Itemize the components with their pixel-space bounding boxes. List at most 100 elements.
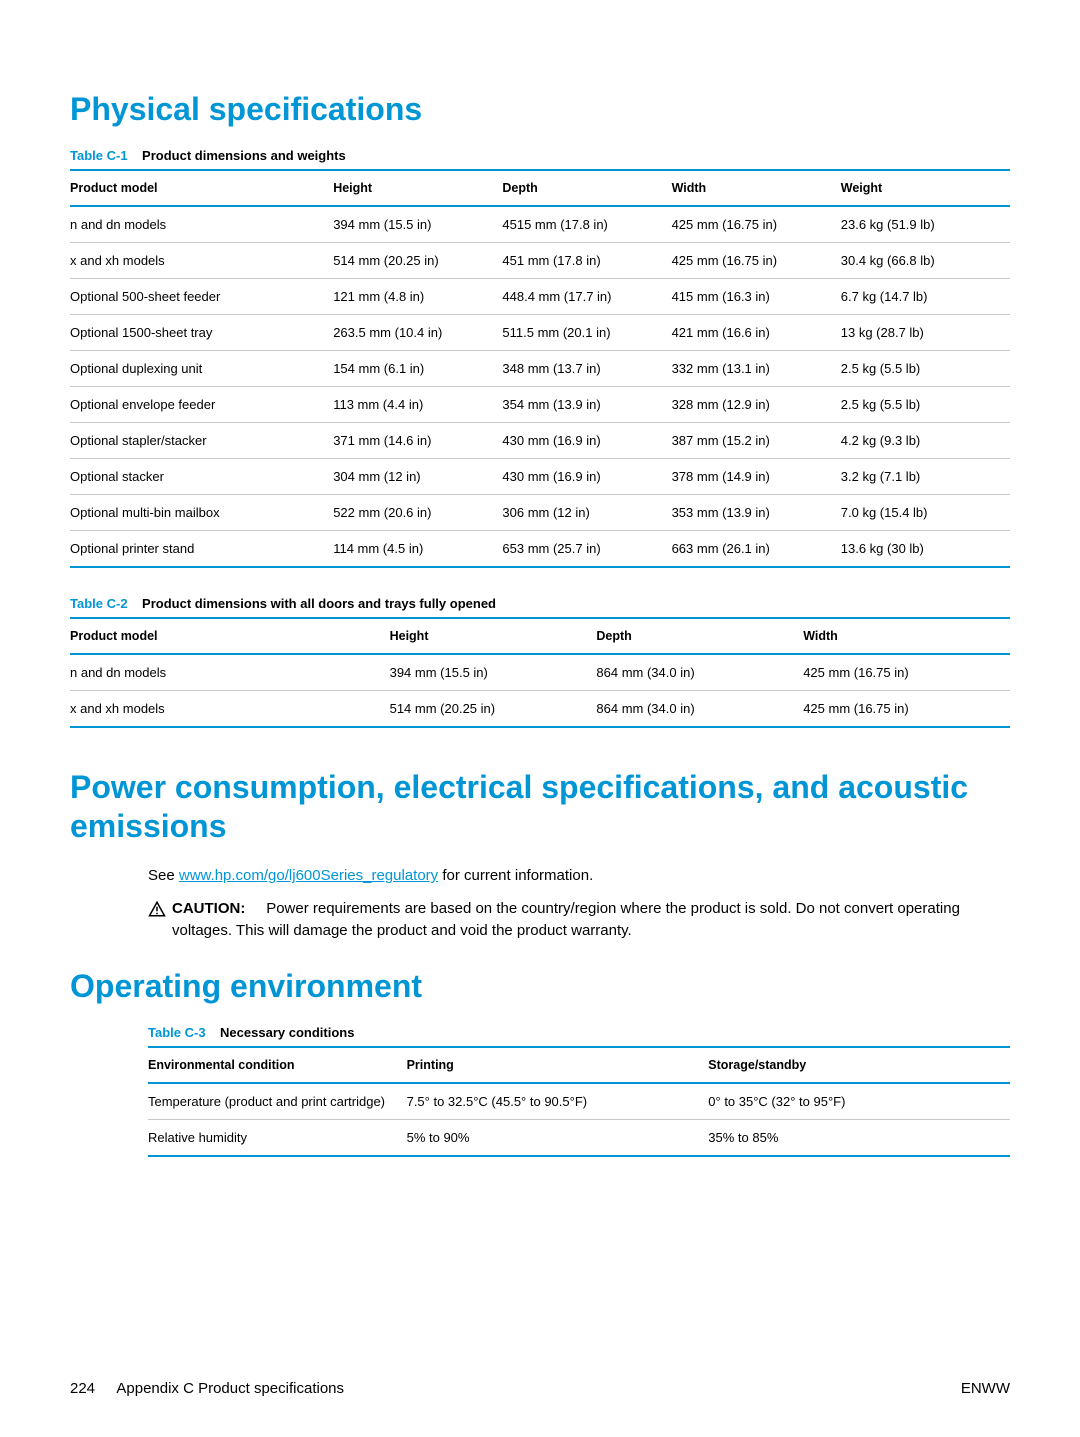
- table-c3-caption-prefix: Table C-3: [148, 1025, 206, 1040]
- table-header-cell: Product model: [70, 170, 333, 206]
- table-cell: 522 mm (20.6 in): [333, 495, 502, 531]
- table-header-cell: Weight: [841, 170, 1010, 206]
- table-cell: x and xh models: [70, 691, 390, 728]
- table-header-cell: Depth: [502, 170, 671, 206]
- table-header-cell: Environmental condition: [148, 1047, 407, 1083]
- table-cell: 154 mm (6.1 in): [333, 351, 502, 387]
- table-row: n and dn models394 mm (15.5 in)4515 mm (…: [70, 206, 1010, 243]
- table-row: Temperature (product and print cartridge…: [148, 1083, 1010, 1120]
- table-header-cell: Storage/standby: [708, 1047, 1010, 1083]
- table-cell: 0° to 35°C (32° to 95°F): [708, 1083, 1010, 1120]
- table-cell: 425 mm (16.75 in): [803, 691, 1010, 728]
- table-cell: 30.4 kg (66.8 lb): [841, 243, 1010, 279]
- table-cell: 348 mm (13.7 in): [502, 351, 671, 387]
- footer-right: ENWW: [961, 1380, 1010, 1397]
- table-cell: 425 mm (16.75 in): [672, 243, 841, 279]
- table-row: Relative humidity5% to 90%35% to 85%: [148, 1120, 1010, 1157]
- table-cell: Relative humidity: [148, 1120, 407, 1157]
- table-c3: Environmental conditionPrintingStorage/s…: [148, 1046, 1010, 1157]
- table-cell: 378 mm (14.9 in): [672, 459, 841, 495]
- table-cell: 5% to 90%: [407, 1120, 709, 1157]
- table-c1-caption: Table C-1 Product dimensions and weights: [70, 148, 1010, 163]
- table-row: Optional multi-bin mailbox522 mm (20.6 i…: [70, 495, 1010, 531]
- table-cell: 430 mm (16.9 in): [502, 459, 671, 495]
- table-cell: 864 mm (34.0 in): [596, 654, 803, 691]
- table-cell: n and dn models: [70, 654, 390, 691]
- table-c1-caption-prefix: Table C-1: [70, 148, 128, 163]
- page-number: 224: [70, 1380, 95, 1397]
- footer-left: 224 Appendix C Product specifications: [70, 1380, 344, 1397]
- caution-icon: [148, 900, 166, 918]
- section-power-title: Power consumption, electrical specificat…: [70, 768, 1010, 845]
- table-cell: 514 mm (20.25 in): [390, 691, 597, 728]
- table-cell: 415 mm (16.3 in): [672, 279, 841, 315]
- table-cell: 6.7 kg (14.7 lb): [841, 279, 1010, 315]
- table-cell: 663 mm (26.1 in): [672, 531, 841, 568]
- table-c2: Product modelHeightDepthWidth n and dn m…: [70, 617, 1010, 728]
- table-cell: 114 mm (4.5 in): [333, 531, 502, 568]
- table-cell: x and xh models: [70, 243, 333, 279]
- table-c2-caption-title: Product dimensions with all doors and tr…: [142, 596, 496, 611]
- page-footer: 224 Appendix C Product specifications EN…: [70, 1380, 1010, 1397]
- table-c1: Product modelHeightDepthWidthWeight n an…: [70, 169, 1010, 568]
- see-link-line: See www.hp.com/go/lj600Series_regulatory…: [148, 865, 1010, 888]
- table-header-cell: Height: [333, 170, 502, 206]
- table-cell: 394 mm (15.5 in): [390, 654, 597, 691]
- table-header-cell: Width: [803, 618, 1010, 654]
- table-cell: Optional stacker: [70, 459, 333, 495]
- table-row: Optional stacker304 mm (12 in)430 mm (16…: [70, 459, 1010, 495]
- table-row: Optional 500-sheet feeder121 mm (4.8 in)…: [70, 279, 1010, 315]
- caution-text-wrap: CAUTION: Power requirements are based on…: [172, 898, 1010, 943]
- table-cell: 371 mm (14.6 in): [333, 423, 502, 459]
- see-suffix: for current information.: [438, 867, 593, 884]
- table-cell: Optional multi-bin mailbox: [70, 495, 333, 531]
- caution-label: CAUTION:: [172, 900, 245, 917]
- table-cell: 394 mm (15.5 in): [333, 206, 502, 243]
- table-c3-header-row: Environmental conditionPrintingStorage/s…: [148, 1047, 1010, 1083]
- table-cell: 387 mm (15.2 in): [672, 423, 841, 459]
- caution-text: Power requirements are based on the coun…: [172, 900, 960, 940]
- table-c2-header-row: Product modelHeightDepthWidth: [70, 618, 1010, 654]
- section-power-body: See www.hp.com/go/lj600Series_regulatory…: [148, 865, 1010, 943]
- table-cell: 121 mm (4.8 in): [333, 279, 502, 315]
- table-header-cell: Depth: [596, 618, 803, 654]
- table-cell: 2.5 kg (5.5 lb): [841, 387, 1010, 423]
- table-cell: 263.5 mm (10.4 in): [333, 315, 502, 351]
- table-cell: 113 mm (4.4 in): [333, 387, 502, 423]
- table-cell: Optional stapler/stacker: [70, 423, 333, 459]
- table-row: x and xh models514 mm (20.25 in)864 mm (…: [70, 691, 1010, 728]
- table-header-cell: Product model: [70, 618, 390, 654]
- table-cell: 653 mm (25.7 in): [502, 531, 671, 568]
- table-cell: Optional printer stand: [70, 531, 333, 568]
- table-cell: 354 mm (13.9 in): [502, 387, 671, 423]
- table-cell: 4515 mm (17.8 in): [502, 206, 671, 243]
- table-c1-caption-title: Product dimensions and weights: [142, 148, 346, 163]
- table-cell: 430 mm (16.9 in): [502, 423, 671, 459]
- table-cell: 425 mm (16.75 in): [803, 654, 1010, 691]
- regulatory-link[interactable]: www.hp.com/go/lj600Series_regulatory: [179, 867, 438, 884]
- table-cell: Temperature (product and print cartridge…: [148, 1083, 407, 1120]
- table-header-cell: Width: [672, 170, 841, 206]
- table-cell: 328 mm (12.9 in): [672, 387, 841, 423]
- table-c3-caption-title: Necessary conditions: [220, 1025, 354, 1040]
- table-cell: Optional 500-sheet feeder: [70, 279, 333, 315]
- table-cell: 425 mm (16.75 in): [672, 206, 841, 243]
- section-physical-spec-title: Physical specifications: [70, 90, 1010, 128]
- table-cell: 3.2 kg (7.1 lb): [841, 459, 1010, 495]
- table-cell: 304 mm (12 in): [333, 459, 502, 495]
- table-cell: 451 mm (17.8 in): [502, 243, 671, 279]
- table-cell: 4.2 kg (9.3 lb): [841, 423, 1010, 459]
- see-prefix: See: [148, 867, 179, 884]
- table-cell: Optional envelope feeder: [70, 387, 333, 423]
- table-c1-header-row: Product modelHeightDepthWidthWeight: [70, 170, 1010, 206]
- table-cell: 13 kg (28.7 lb): [841, 315, 1010, 351]
- section-operating-env-title: Operating environment: [70, 967, 1010, 1005]
- table-cell: 514 mm (20.25 in): [333, 243, 502, 279]
- table-cell: 306 mm (12 in): [502, 495, 671, 531]
- table-cell: 23.6 kg (51.9 lb): [841, 206, 1010, 243]
- table-cell: 35% to 85%: [708, 1120, 1010, 1157]
- table-row: Optional printer stand114 mm (4.5 in)653…: [70, 531, 1010, 568]
- table-cell: 13.6 kg (30 lb): [841, 531, 1010, 568]
- table-row: Optional envelope feeder113 mm (4.4 in)3…: [70, 387, 1010, 423]
- table-row: n and dn models394 mm (15.5 in)864 mm (3…: [70, 654, 1010, 691]
